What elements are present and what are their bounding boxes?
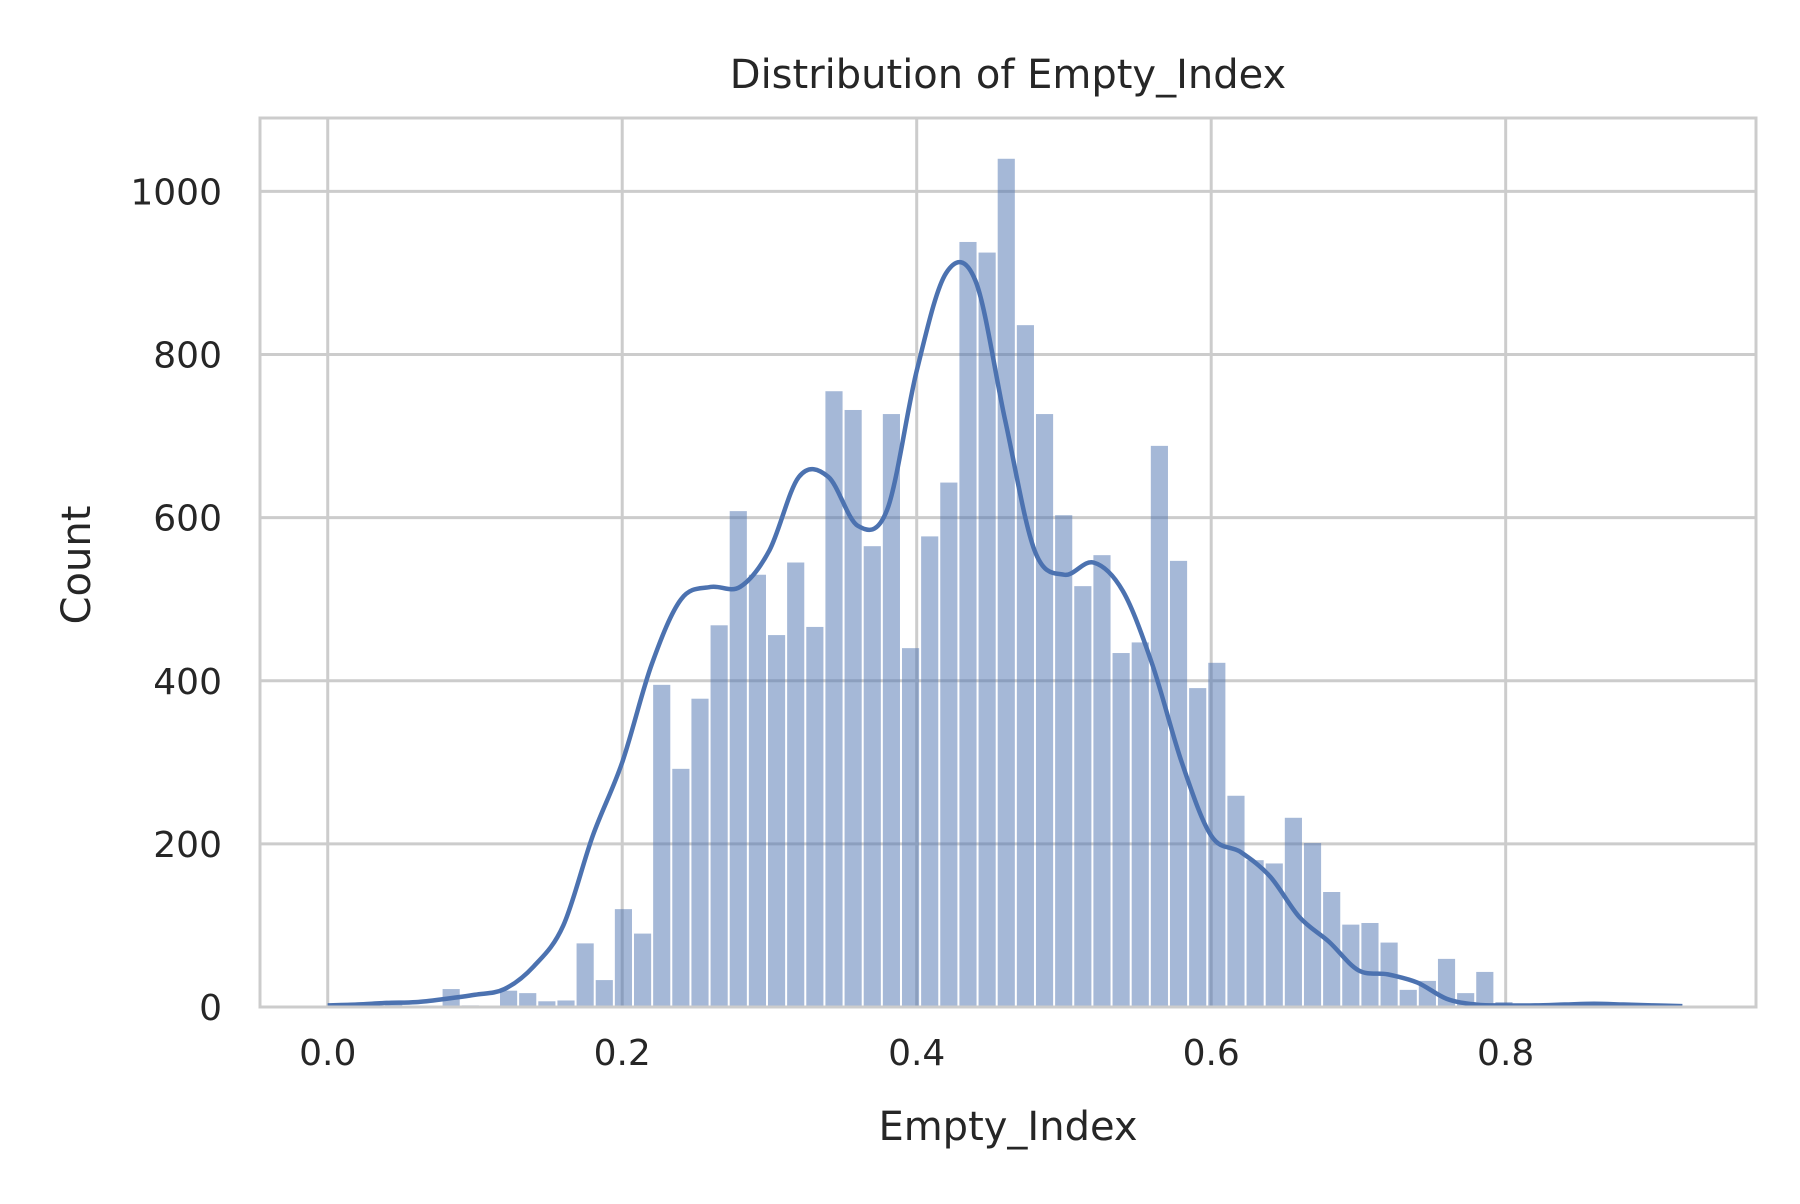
histogram-bar	[614, 909, 632, 1007]
histogram-bar	[634, 933, 652, 1007]
x-tick-labels: 0.0 0.2 0.4 0.6 0.8	[299, 1033, 1534, 1074]
histogram-bar	[1016, 325, 1034, 1007]
histogram-bar	[940, 482, 958, 1008]
histogram-bar	[557, 1000, 575, 1007]
y-tick-label: 200	[153, 825, 222, 866]
histogram-bar	[691, 698, 709, 1007]
histogram-bar	[576, 943, 594, 1007]
histogram-bars	[327, 158, 1647, 1008]
histogram-bar	[1265, 863, 1283, 1007]
chart-title: Distribution of Empty_Index	[730, 52, 1286, 98]
histogram-bar	[500, 990, 518, 1007]
histogram-bar	[595, 980, 613, 1007]
histogram-bar	[901, 648, 920, 1007]
histogram-bar	[519, 993, 537, 1007]
y-tick-label: 800	[153, 336, 222, 377]
histogram-bar	[672, 768, 690, 1007]
histogram-bar	[1227, 795, 1245, 1007]
histogram-bar	[806, 626, 824, 1007]
y-tick-label: 600	[153, 499, 222, 540]
histogram-bar	[1150, 445, 1168, 1007]
histogram-bar	[1112, 653, 1130, 1007]
histogram-bar	[1399, 989, 1417, 1007]
plot-frame	[258, 116, 1758, 1009]
histogram-bar	[844, 409, 862, 1007]
histogram-bar	[787, 562, 805, 1007]
kde-curve-group	[327, 260, 1683, 1009]
histogram-bar	[1169, 560, 1188, 1007]
histogram-bar	[538, 1001, 556, 1007]
histogram-bar	[729, 511, 747, 1007]
y-tick-label: 1000	[130, 172, 222, 213]
histogram-bar	[1246, 860, 1264, 1007]
x-tick-label: 0.2	[594, 1033, 651, 1074]
histogram-bar	[997, 158, 1015, 1008]
y-tick-label: 400	[153, 662, 222, 703]
histogram-bar	[748, 574, 766, 1007]
x-tick-label: 0.8	[1477, 1033, 1534, 1074]
histogram-bar	[978, 252, 996, 1008]
histogram-bar	[767, 635, 786, 1007]
y-tick-label: 0	[199, 988, 222, 1029]
histogram-bar	[1131, 642, 1149, 1007]
histogram-bar	[1035, 414, 1054, 1007]
histogram-bar	[825, 391, 843, 1008]
histogram-bar	[882, 414, 900, 1007]
histogram-bar	[653, 684, 671, 1007]
histogram-bar	[1323, 892, 1341, 1007]
histogram-bar	[863, 546, 881, 1007]
histogram-bar	[1093, 555, 1111, 1007]
histogram-bar	[1303, 843, 1322, 1007]
x-tick-label: 0.6	[1183, 1033, 1240, 1074]
histogram-bar	[1476, 971, 1494, 1007]
histogram-bar	[1055, 515, 1073, 1007]
x-tick-label: 0.4	[888, 1033, 945, 1074]
histogram-bar	[921, 536, 939, 1007]
histogram-bar	[1361, 922, 1379, 1007]
histogram-bar	[1189, 688, 1207, 1007]
histogram-bar	[710, 625, 728, 1007]
x-tick-label: 0.0	[299, 1033, 356, 1074]
histogram-bar	[959, 241, 977, 1007]
histogram-bar	[1074, 586, 1092, 1007]
y-axis-label: Count	[54, 506, 100, 625]
kde-curve	[327, 260, 1683, 1009]
histogram-bar	[1208, 662, 1226, 1007]
y-tick-labels: 0 200 400 600 800 1000	[130, 172, 222, 1029]
x-axis-label: Empty_Index	[878, 1104, 1137, 1150]
